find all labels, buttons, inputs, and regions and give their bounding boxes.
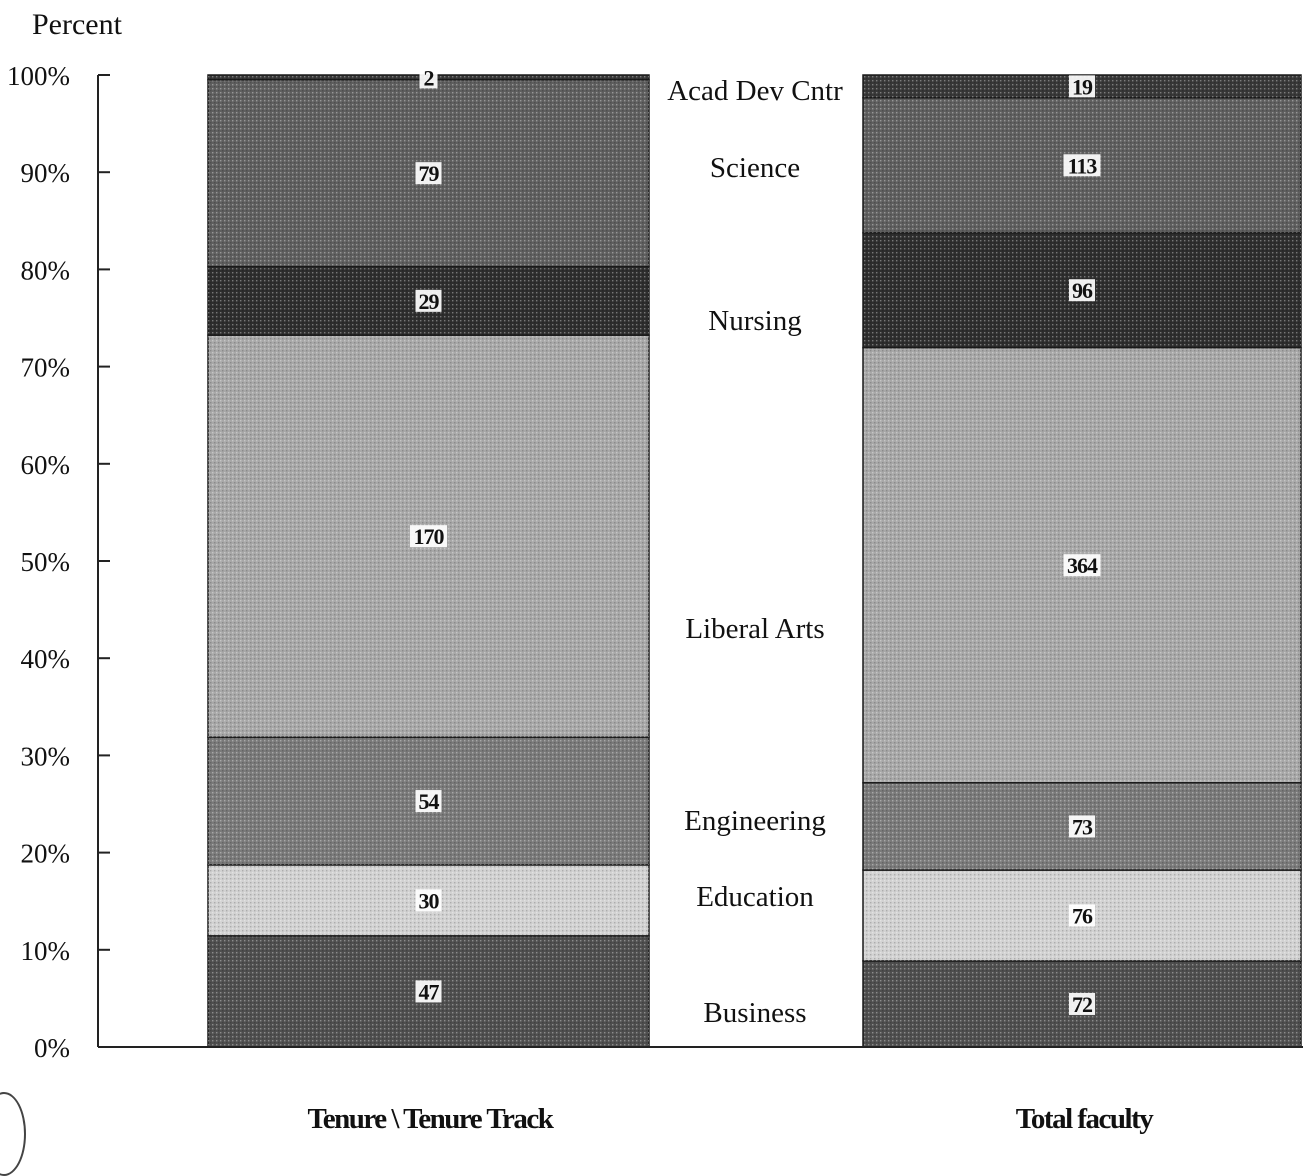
data-label: 72	[1072, 992, 1093, 1017]
data-label-box	[415, 790, 442, 813]
y-tick-label: 60%	[21, 450, 71, 480]
data-label-box	[1069, 815, 1095, 838]
series-label: Liberal Arts	[685, 613, 824, 645]
series-label: Acad Dev Cntr	[667, 75, 843, 107]
series-label: Science	[710, 152, 800, 184]
data-label-box	[1063, 154, 1101, 177]
data-label-box	[415, 889, 442, 912]
data-label: 73	[1072, 814, 1093, 839]
data-label-box	[410, 525, 447, 548]
data-label: 19	[1072, 74, 1093, 99]
data-label: 170	[414, 524, 445, 549]
y-tick-label: 30%	[21, 741, 71, 771]
y-tick-label: 40%	[21, 644, 71, 674]
y-tick-label: 70%	[21, 353, 71, 383]
data-label: 79	[419, 161, 440, 186]
series-label: Engineering	[684, 805, 826, 837]
data-label: 364	[1067, 553, 1098, 578]
data-label: 113	[1068, 153, 1098, 178]
series-label: Education	[696, 881, 814, 913]
data-label: 54	[419, 789, 440, 814]
y-tick-label: 90%	[21, 158, 71, 188]
data-label-box	[1063, 554, 1101, 577]
data-label: 47	[419, 979, 440, 1004]
data-label-box	[415, 162, 442, 185]
data-label-box	[1069, 279, 1095, 302]
data-label-box	[1069, 75, 1095, 98]
y-tick-label: 50%	[21, 547, 71, 577]
data-label: 30	[419, 888, 440, 913]
y-tick-label: 0%	[34, 1033, 70, 1063]
data-label-box	[1069, 992, 1095, 1015]
series-label: Business	[703, 997, 806, 1029]
y-tick-label: 10%	[21, 936, 71, 966]
data-label: 76	[1072, 903, 1093, 928]
data-label-box	[1069, 904, 1095, 927]
stacked-bar-chart: Percent 0% 10% 20% 30% 40% 50% 60% 70% 80% 90% 100%…	[7, 8, 1303, 1135]
y-tick-label: 20%	[21, 839, 71, 869]
data-label: 2	[424, 65, 435, 90]
series-label: Nursing	[708, 305, 801, 337]
data-label-box	[415, 980, 442, 1003]
x-category-label: Tenure \ Tenure Track	[308, 1103, 555, 1135]
y-tick-label: 80%	[21, 255, 71, 285]
y-tick-label: 100%	[7, 61, 70, 91]
x-category-label: Total faculty	[1016, 1103, 1155, 1135]
data-label-box	[415, 289, 442, 312]
data-label: 96	[1072, 278, 1093, 303]
data-label-box	[419, 66, 438, 89]
y-axis-title: Percent	[32, 8, 123, 41]
chart: Percent 0% 10% 20% 30% 40% 50% 60% 70% 80% 90% 100%…	[0, 8, 1303, 1176]
data-label: 29	[419, 289, 440, 314]
